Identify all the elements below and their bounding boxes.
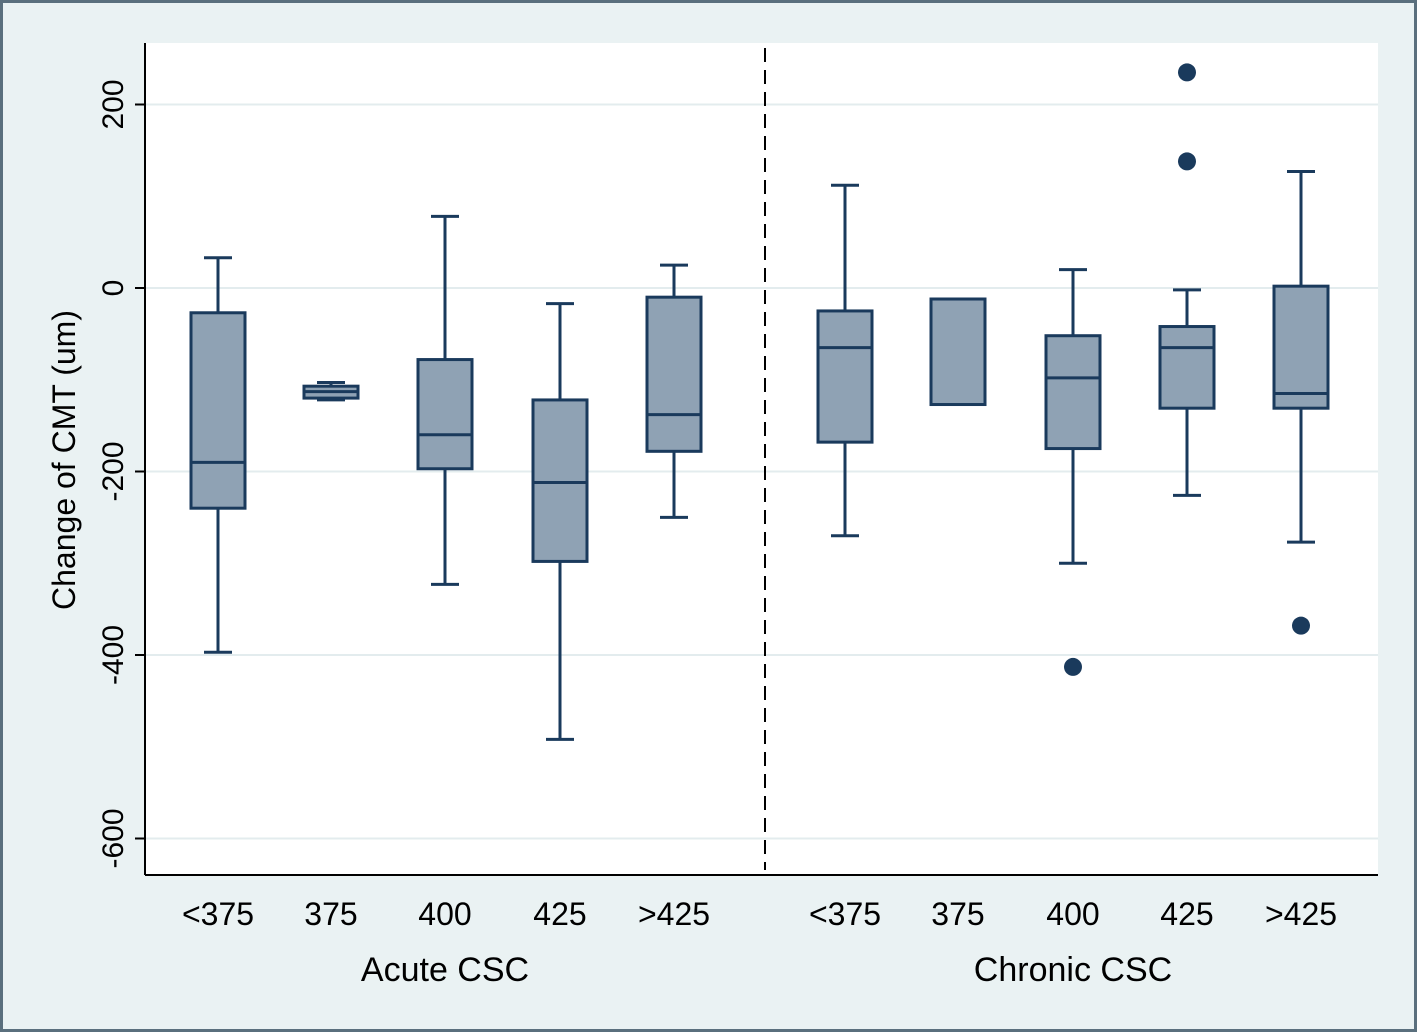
axes: 200 0 -200 -400 -600 <375 375 400 425 >425 Acute C… (97, 43, 1378, 989)
plot-area (145, 43, 1378, 875)
iqr-box (929, 297, 987, 407)
x-category-label: >425 (638, 896, 710, 932)
box-plot-chart: 200 0 -200 -400 -600 <375 375 400 425 >425 Acute C… (46, 43, 1378, 989)
x-category-label: >425 (1265, 896, 1337, 932)
outlier-point (1178, 63, 1196, 82)
iqr-box (816, 309, 874, 444)
iqr-box (531, 398, 589, 563)
x-category-label: 375 (931, 896, 984, 932)
x-category-label: 400 (1046, 896, 1099, 932)
iqr-box (1044, 334, 1102, 451)
iqr-box (1158, 325, 1216, 410)
group-label: Acute CSC (361, 951, 529, 989)
x-category-label: 425 (1160, 896, 1213, 932)
y-tick-label: -200 (97, 441, 130, 501)
iqr-box (1272, 284, 1330, 410)
y-tick-label: -400 (97, 625, 130, 685)
x-category-label: <375 (809, 896, 881, 932)
x-category-label: 425 (533, 896, 586, 932)
y-tick-label: 0 (97, 280, 130, 297)
x-category-label: 375 (304, 896, 357, 932)
x-category-label: <375 (182, 896, 254, 932)
grid-lines (145, 103, 1378, 840)
outlier-point (1292, 616, 1310, 635)
iqr-box (189, 311, 247, 510)
y-axis-title: Change of CMT (um) (46, 310, 82, 610)
y-tick-label: 200 (97, 79, 130, 129)
iqr-box (416, 358, 474, 471)
x-category-label: 400 (418, 896, 471, 932)
boxes (189, 63, 1330, 741)
outlier-point (1178, 152, 1196, 171)
iqr-box (645, 295, 703, 453)
outlier-point (1064, 657, 1082, 676)
group-label: Chronic CSC (974, 951, 1172, 989)
y-tick-label: -600 (97, 808, 130, 868)
